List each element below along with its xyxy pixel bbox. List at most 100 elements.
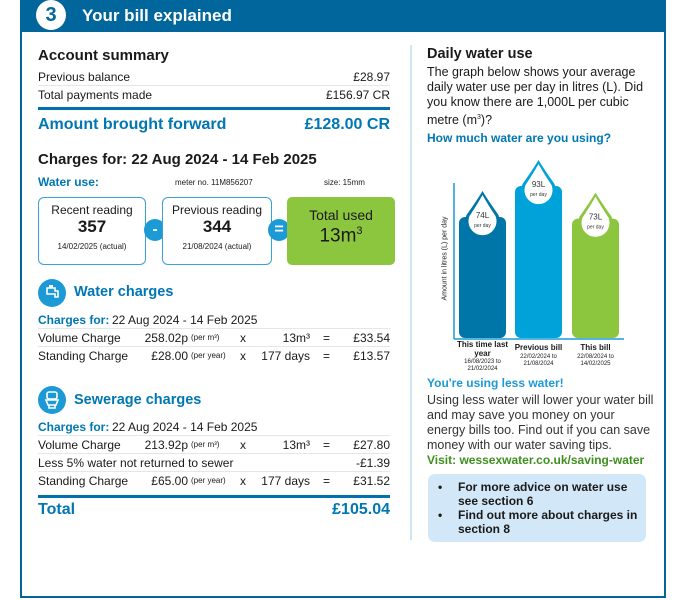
table-row: Standing Charge £28.00 (per year) x 177 days… [38, 347, 390, 365]
bar-label: This time last year 16/08/2023 to 21/02/2… [455, 340, 510, 373]
section-number-badge: 3 [36, 0, 66, 30]
charges-for-label: Charges for: [38, 420, 110, 434]
account-summary: Account summary Previous balance £28.97 T… [38, 47, 390, 134]
previous-balance-row: Previous balance £28.97 [38, 68, 390, 86]
equals-icon: = [268, 219, 290, 241]
charge-label: Volume Charge [38, 331, 121, 345]
drop-icon [468, 195, 497, 236]
water-use-label: Water use: [38, 175, 99, 189]
section-header [20, 0, 666, 32]
section-title: Your bill explained [82, 6, 232, 25]
column-divider [410, 45, 412, 540]
page-frame [20, 0, 666, 598]
tip-item: • For more advice on water use see sectio… [438, 480, 638, 508]
payments-row: Total payments made £156.97 CR [38, 86, 390, 104]
less-water-section: You're using less water! Using less wate… [427, 376, 655, 467]
date-range: 22/02/2024 to 21/08/2024 [520, 353, 557, 367]
equals-sign: = [323, 349, 331, 363]
brought-forward-label: Amount brought forward [38, 116, 227, 133]
daily-intro: The graph below shows your average daily… [427, 65, 655, 128]
equals-sign: = [323, 474, 331, 488]
multiply-sign: x [240, 349, 246, 363]
tip-text: Find out more about charges in section 8 [458, 508, 638, 536]
tips-box: • For more advice on water use see sectio… [428, 474, 646, 542]
charge-rate: £65.00 [151, 474, 188, 488]
date-range: 22/08/2024 to 14/02/2025 [577, 353, 614, 367]
date-range: 16/08/2023 to 21/02/2024 [464, 359, 501, 372]
charge-qty: 13m³ [282, 331, 310, 345]
charge-qty: 177 days [261, 349, 310, 363]
total-label: Total [38, 501, 76, 518]
total-used-label: Total used [309, 207, 373, 223]
row-label: Total payments made [38, 88, 153, 102]
less-amount: -£1.39 [355, 456, 390, 470]
charge-amount: £13.57 [353, 349, 390, 363]
daily-title: Daily water use [427, 46, 533, 62]
charge-amount: £33.54 [353, 331, 390, 345]
charge-label: Volume Charge [38, 438, 121, 452]
tap-icon [38, 279, 66, 307]
total-used-sup: 3 [356, 225, 363, 237]
account-summary-title: Account summary [38, 47, 169, 64]
category-label: This time last year [456, 340, 509, 358]
total-used-value: 13m3 [287, 225, 395, 247]
value-label: 93L [532, 180, 546, 189]
minus-icon: - [144, 219, 166, 241]
daily-water-use: Daily water use The graph below shows yo… [427, 46, 655, 145]
meter-size: size: 15mm [324, 178, 365, 187]
bar [572, 218, 619, 338]
row-label: Previous balance [38, 70, 131, 84]
less-water-text: Using less water will lower your water b… [427, 393, 654, 452]
recent-reading-box: Recent reading 357 14/02/2025 (actual) [38, 197, 146, 265]
previous-reading-label: Previous reading [171, 203, 263, 217]
saving-water-link[interactable]: Visit: wessexwater.co.uk/saving-water [427, 453, 645, 467]
row-value: £28.97 [353, 70, 390, 84]
category-label: Previous bill [514, 343, 563, 352]
previous-reading-value: 344 [202, 217, 232, 236]
charge-unit: (per year) [191, 476, 226, 485]
multiply-sign: x [240, 331, 246, 345]
value-label: 73L [589, 213, 603, 222]
total-used-box: Total used 13m3 [287, 197, 395, 265]
charge-amount: £27.80 [353, 438, 390, 452]
table-row: Standing Charge £65.00 (per year) x 177 days… [38, 472, 390, 490]
charges-for-row: Charges for: 22 Aug 2024 - 14 Feb 2025 [38, 418, 390, 436]
drop-icon [524, 163, 553, 205]
multiply-sign: x [240, 438, 246, 452]
intro-text: The graph below shows your average daily… [427, 65, 644, 128]
intro-sup: 3 [477, 114, 481, 121]
charge-rate: 213.92p [144, 438, 188, 452]
chart-svg: 74L per day 93L per day 73L per day [453, 159, 624, 340]
recent-reading-label: Recent reading [51, 203, 133, 217]
toilet-icon [38, 386, 66, 414]
row-value: £156.97 CR [325, 88, 390, 102]
table-row: Less 5% water not returned to sewer -£1.3… [38, 454, 390, 472]
tip-text: For more advice on water use see section… [458, 480, 628, 508]
water-charges-table: Charges for: 22 Aug 2024 - 14 Feb 2025 Vo… [38, 311, 390, 365]
intro-end: )? [480, 113, 493, 128]
water-charges-title: Water charges [74, 284, 174, 300]
brought-forward-row: Amount brought forward £128.00 CR [38, 116, 390, 134]
total-used-number: 13m [319, 225, 357, 247]
tip-item: • Find out more about charges in section … [438, 508, 638, 536]
table-row: Volume Charge 258.02p (per m³) x 13m³ = £33.54 [38, 329, 390, 347]
previous-reading-box: Previous reading 344 21/08/2024 (actual) [162, 197, 272, 265]
divider [38, 107, 390, 110]
charge-label: Standing Charge [38, 349, 129, 363]
bullet: • [438, 508, 443, 522]
drop-icon [581, 196, 610, 237]
charge-amount: £31.52 [353, 474, 390, 488]
unit-label: per day [530, 192, 547, 198]
bullet: • [438, 480, 443, 494]
bar [459, 217, 506, 338]
sewerage-charges-title: Sewerage charges [74, 392, 202, 408]
less-label: Less 5% water not returned to sewer [38, 456, 234, 470]
less-water-title: You're using less water! [427, 376, 564, 390]
charge-unit: (per m³) [191, 440, 220, 449]
charge-rate: 258.02p [144, 331, 188, 345]
charge-label: Standing Charge [38, 474, 129, 488]
total-row: Total £105.04 [38, 501, 390, 519]
charges-period-title: Charges for: 22 Aug 2024 - 14 Feb 2025 [38, 151, 317, 168]
multiply-sign: x [240, 474, 246, 488]
total-value: £105.04 [332, 501, 390, 518]
